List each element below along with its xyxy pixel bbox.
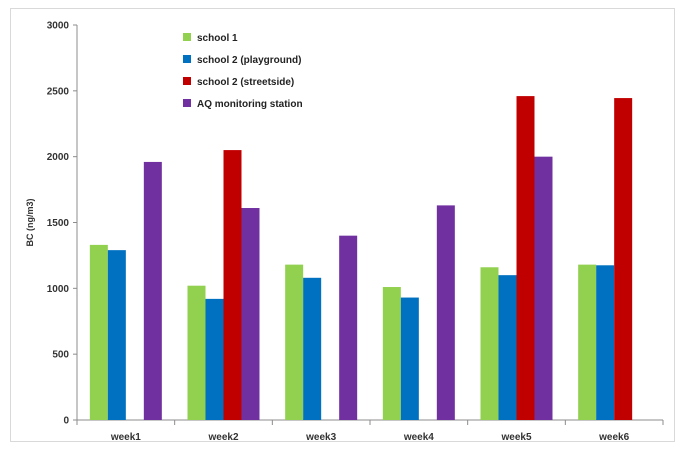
- bar-week1-series-0: [89, 244, 108, 420]
- x-tick-label-week1: week1: [110, 432, 141, 443]
- y-tick-label: 2500: [47, 86, 70, 97]
- x-tick-label-week4: week4: [403, 432, 434, 443]
- y-tick-label: 0: [63, 416, 69, 427]
- bars-layer: [89, 96, 633, 421]
- x-tick-label-week3: week3: [305, 432, 336, 443]
- legend-swatch-1: [183, 55, 191, 63]
- x-tick-label-week2: week2: [207, 432, 238, 443]
- axes-layer: [73, 24, 664, 425]
- legend-label-1: school 2 (playground): [197, 55, 301, 66]
- bar-week5-series-3: [534, 156, 553, 420]
- bar-week2-series-1: [205, 298, 224, 420]
- y-tick-label: 1000: [47, 284, 70, 295]
- bar-week4-series-1: [400, 297, 419, 420]
- legend-swatch-2: [183, 77, 191, 85]
- y-tick-label: 3000: [47, 21, 70, 32]
- bar-week1-series-1: [107, 250, 126, 420]
- x-tick-label-week6: week6: [598, 432, 629, 443]
- bar-week5-series-1: [498, 275, 517, 420]
- bar-week6-series-0: [578, 264, 597, 420]
- bar-week6-series-1: [596, 265, 615, 420]
- y-tick-label: 500: [52, 350, 69, 361]
- legend-label-0: school 1: [197, 33, 238, 44]
- y-tick-label: 1500: [47, 218, 70, 229]
- bar-week2-series-3: [241, 208, 260, 420]
- labels-layer: 0 500 1000 1500 2000 2500 3000 BC (ng/m3) week1 w…: [25, 21, 630, 444]
- legend-swatch-3: [183, 99, 191, 107]
- bar-week1-series-3: [143, 161, 162, 420]
- bar-week4-series-0: [382, 287, 401, 420]
- bar-week6-series-2: [614, 98, 633, 420]
- bar-week2-series-0: [187, 285, 206, 420]
- bar-week4-series-3: [436, 205, 455, 420]
- x-tick-label-week5: week5: [500, 432, 531, 443]
- chart-frame: 0 500 1000 1500 2000 2500 3000 BC (ng/m3) week1 w…: [10, 8, 675, 444]
- legend-label-2: school 2 (streetside): [197, 77, 294, 88]
- legend-label-3: AQ monitoring station: [197, 99, 303, 110]
- bar-week2-series-2: [223, 150, 242, 421]
- legend-swatch-0: [183, 33, 191, 41]
- y-tick-label: 2000: [47, 152, 70, 163]
- bar-week5-series-2: [516, 96, 535, 420]
- bar-week3-series-3: [339, 235, 358, 420]
- y-axis-title: BC (ng/m3): [25, 199, 35, 247]
- bar-week3-series-1: [303, 277, 322, 420]
- bar-chart: 0 500 1000 1500 2000 2500 3000 BC (ng/m3) week1 w…: [25, 21, 664, 444]
- bar-week3-series-0: [285, 264, 304, 420]
- legend: school 1 school 2 (playground) school 2 (s…: [183, 33, 303, 110]
- bar-week5-series-0: [480, 267, 499, 420]
